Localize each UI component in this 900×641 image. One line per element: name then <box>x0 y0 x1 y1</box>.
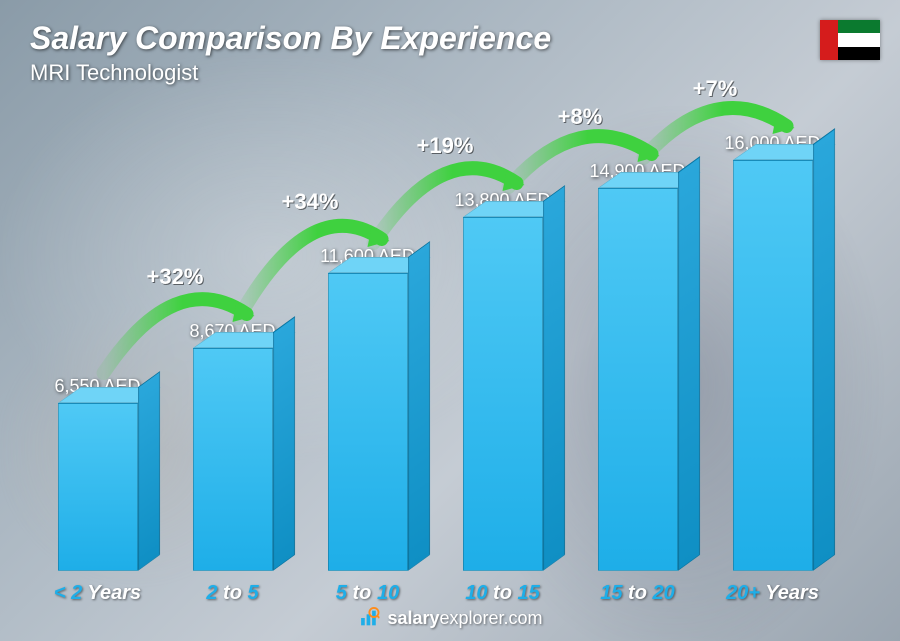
bar <box>328 273 408 571</box>
flag-black <box>838 47 880 60</box>
footer-text: salaryexplorer.com <box>387 608 542 629</box>
logo-icon <box>357 607 379 629</box>
bar-chart: 6,550 AED< 2 Years8,670 AED2 to 511,600 … <box>30 120 840 571</box>
bar-column: 11,600 AED5 to 10 <box>300 120 435 571</box>
bar-column: 14,900 AED15 to 20 <box>570 120 705 571</box>
bar-side-face <box>543 185 565 571</box>
bar-column: 16,000 AED20+ Years <box>705 120 840 571</box>
category-label: 10 to 15 <box>465 582 540 605</box>
bar-column: 13,800 AED10 to 15 <box>435 120 570 571</box>
infographic-container: Salary Comparison By Experience MRI Tech… <box>0 0 900 641</box>
bar-side-face <box>678 156 700 571</box>
category-label: 15 to 20 <box>600 582 675 605</box>
flag-green <box>838 20 880 33</box>
flag-white <box>838 33 880 46</box>
footer-brand-rest: explorer <box>440 608 504 628</box>
chart-title: Salary Comparison By Experience <box>30 20 551 57</box>
bar-front-face <box>733 160 813 571</box>
bar-front-face <box>598 188 678 571</box>
pct-increase-label: +7% <box>694 77 739 102</box>
category-label: 2 to 5 <box>206 582 258 605</box>
bar-front-face <box>328 273 408 571</box>
flag-red <box>820 33 838 46</box>
category-label: 20+ Years <box>726 582 819 605</box>
category-label: 5 to 10 <box>336 582 399 605</box>
bar-front-face <box>58 403 138 571</box>
bar-side-face <box>408 241 430 571</box>
footer-brand-bold: salary <box>387 608 439 628</box>
bar-column: 8,670 AED2 to 5 <box>165 120 300 571</box>
bar <box>733 160 813 571</box>
bar <box>58 403 138 571</box>
category-label: < 2 Years <box>54 582 141 605</box>
footer-tld: .com <box>504 608 543 628</box>
pct-increase-label: +7% <box>693 76 738 101</box>
bar-side-face <box>813 128 835 571</box>
flag-red <box>820 47 838 60</box>
bar <box>463 217 543 571</box>
bar <box>598 188 678 571</box>
bar-column: 6,550 AED< 2 Years <box>30 120 165 571</box>
bar <box>193 348 273 571</box>
bar-side-face <box>273 316 295 571</box>
uae-flag-icon <box>820 20 880 60</box>
flag-red <box>820 20 838 33</box>
footer-attribution: salaryexplorer.com <box>357 607 542 629</box>
chart-subtitle: MRI Technologist <box>30 60 198 86</box>
bar-front-face <box>193 348 273 571</box>
bar-side-face <box>138 371 160 571</box>
bar-front-face <box>463 217 543 571</box>
